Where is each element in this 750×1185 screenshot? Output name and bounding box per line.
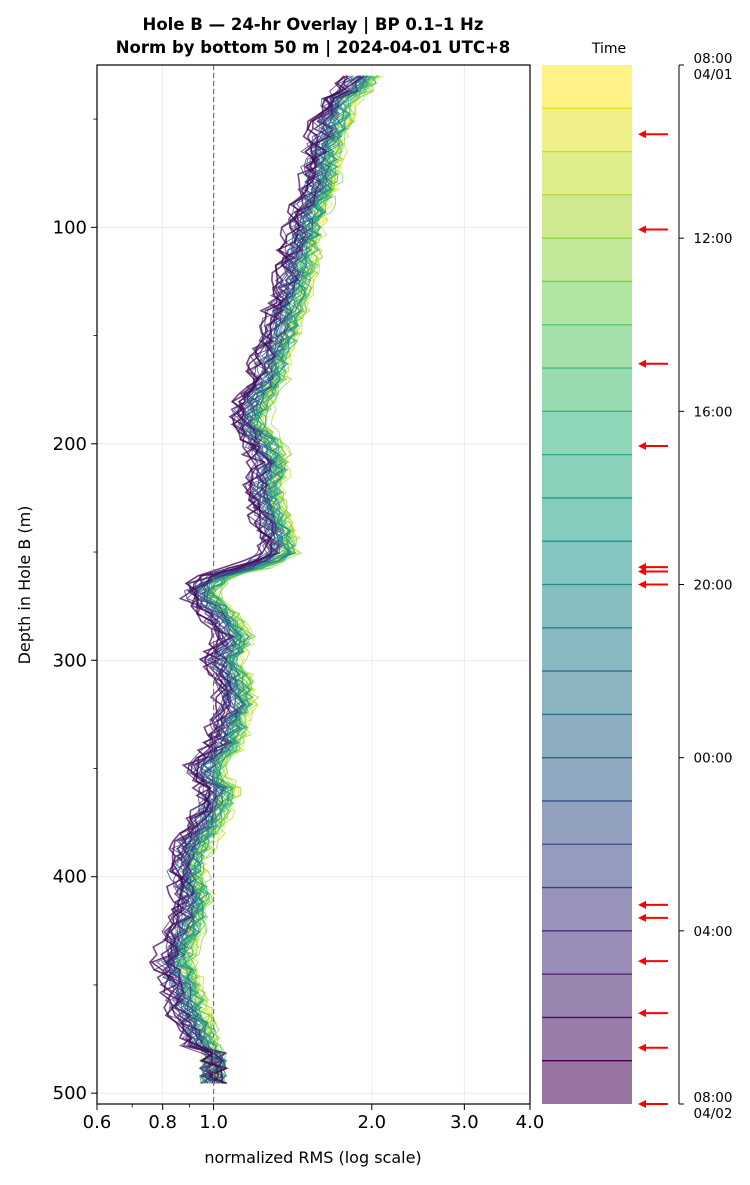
x-tick-label: 1.0 bbox=[199, 1112, 228, 1133]
x-tick-label: 3.0 bbox=[450, 1112, 479, 1133]
y-tick-label: 100 bbox=[53, 217, 87, 238]
time-tick-label: 04:00 bbox=[694, 924, 733, 940]
colorbar-band bbox=[542, 930, 632, 975]
colorbar-band bbox=[542, 151, 632, 195]
y-tick-label: 500 bbox=[53, 1083, 87, 1104]
arrow-head bbox=[638, 913, 646, 922]
y-tick-label: 200 bbox=[53, 434, 87, 455]
event-arrow bbox=[638, 441, 668, 450]
y-tick-label: 400 bbox=[53, 867, 87, 888]
x-tick-label: 4.0 bbox=[516, 1112, 545, 1133]
arrow-head bbox=[638, 130, 646, 139]
colorbar-band bbox=[542, 108, 632, 152]
colorbar-band bbox=[542, 757, 632, 801]
series-line bbox=[182, 75, 370, 1084]
colorbar-band bbox=[542, 411, 632, 455]
event-arrow bbox=[638, 913, 668, 922]
colorbar-band bbox=[542, 714, 632, 758]
colorbar-band bbox=[542, 1060, 632, 1104]
colorbar-axis: 08:0004/0112:0016:0020:0000:0004:0008:00… bbox=[678, 51, 733, 1122]
event-arrow bbox=[638, 567, 668, 576]
series-group bbox=[148, 75, 385, 1085]
colorbar-band bbox=[542, 974, 632, 1018]
arrow-head bbox=[638, 957, 646, 966]
colorbar-band bbox=[542, 194, 632, 239]
colorbar-band bbox=[542, 1017, 632, 1061]
event-arrow bbox=[638, 1100, 668, 1108]
event-arrow bbox=[638, 1043, 668, 1052]
chart-title-line1: Hole B — 24-hr Overlay | BP 0.1–1 Hz bbox=[143, 15, 484, 35]
arrow-head bbox=[638, 441, 646, 450]
arrow-head bbox=[638, 900, 646, 909]
colorbar-band bbox=[542, 454, 632, 498]
colorbar-band bbox=[542, 65, 632, 109]
x-axis: 0.6 0.8 1.0 2.0 3.0 4.0 bbox=[83, 1104, 545, 1133]
colorbar-band bbox=[542, 627, 632, 672]
x-tick-label: 2.0 bbox=[357, 1112, 386, 1133]
colorbar-band bbox=[542, 368, 632, 412]
arrow-head bbox=[638, 1100, 646, 1108]
event-arrow bbox=[638, 359, 668, 368]
arrow-head bbox=[638, 567, 646, 576]
y-tick-label: 300 bbox=[53, 650, 87, 671]
x-tick-label: 0.8 bbox=[148, 1112, 177, 1133]
colorbar-band bbox=[542, 324, 632, 369]
y-axis: 100 200 300 400 500 bbox=[53, 118, 97, 1104]
x-axis-label: normalized RMS (log scale) bbox=[204, 1148, 421, 1167]
event-arrow bbox=[638, 580, 668, 589]
time-tick-label: 12:00 bbox=[694, 231, 733, 247]
series-line bbox=[163, 75, 360, 1084]
arrow-head bbox=[638, 580, 646, 589]
event-arrow bbox=[638, 225, 668, 234]
event-arrow bbox=[638, 957, 668, 966]
colorbar-band bbox=[542, 281, 632, 325]
series-line bbox=[164, 75, 365, 1084]
chart-title-line2: Norm by bottom 50 m | 2024-04-01 UTC+8 bbox=[116, 38, 511, 58]
time-tick-label: 00:00 bbox=[694, 751, 733, 767]
colorbar-band bbox=[542, 497, 632, 542]
time-tick-label: 16:00 bbox=[694, 404, 733, 420]
arrow-head bbox=[638, 359, 646, 368]
colorbar-band bbox=[542, 238, 632, 282]
colorbar-band bbox=[542, 800, 632, 845]
colorbar-band bbox=[542, 584, 632, 628]
series-line bbox=[148, 75, 349, 1084]
colorbar-band bbox=[542, 844, 632, 888]
colorbar-title: Time bbox=[591, 41, 626, 57]
colorbar-band bbox=[542, 887, 632, 931]
time-tick-date: 04/02 bbox=[694, 1106, 733, 1122]
arrow-head bbox=[638, 225, 646, 234]
event-arrow bbox=[638, 1009, 668, 1018]
x-tick-label: 0.6 bbox=[83, 1112, 112, 1133]
event-arrows bbox=[638, 130, 668, 1108]
colorbar-band bbox=[542, 671, 632, 715]
event-arrow bbox=[638, 130, 668, 139]
event-arrow bbox=[638, 900, 668, 909]
y-axis-label: Depth in Hole B (m) bbox=[15, 506, 34, 665]
time-colorbar bbox=[542, 65, 632, 1104]
time-tick-label: 08:00 bbox=[694, 51, 733, 67]
time-tick-date: 04/01 bbox=[694, 67, 733, 83]
series-line bbox=[150, 75, 349, 1085]
time-tick-label: 20:00 bbox=[694, 578, 733, 594]
plot-frame bbox=[96, 64, 531, 1105]
arrow-head bbox=[638, 1043, 646, 1052]
colorbar-band bbox=[542, 541, 632, 585]
time-tick-label: 08:00 bbox=[694, 1090, 733, 1106]
arrow-head bbox=[638, 1009, 646, 1018]
